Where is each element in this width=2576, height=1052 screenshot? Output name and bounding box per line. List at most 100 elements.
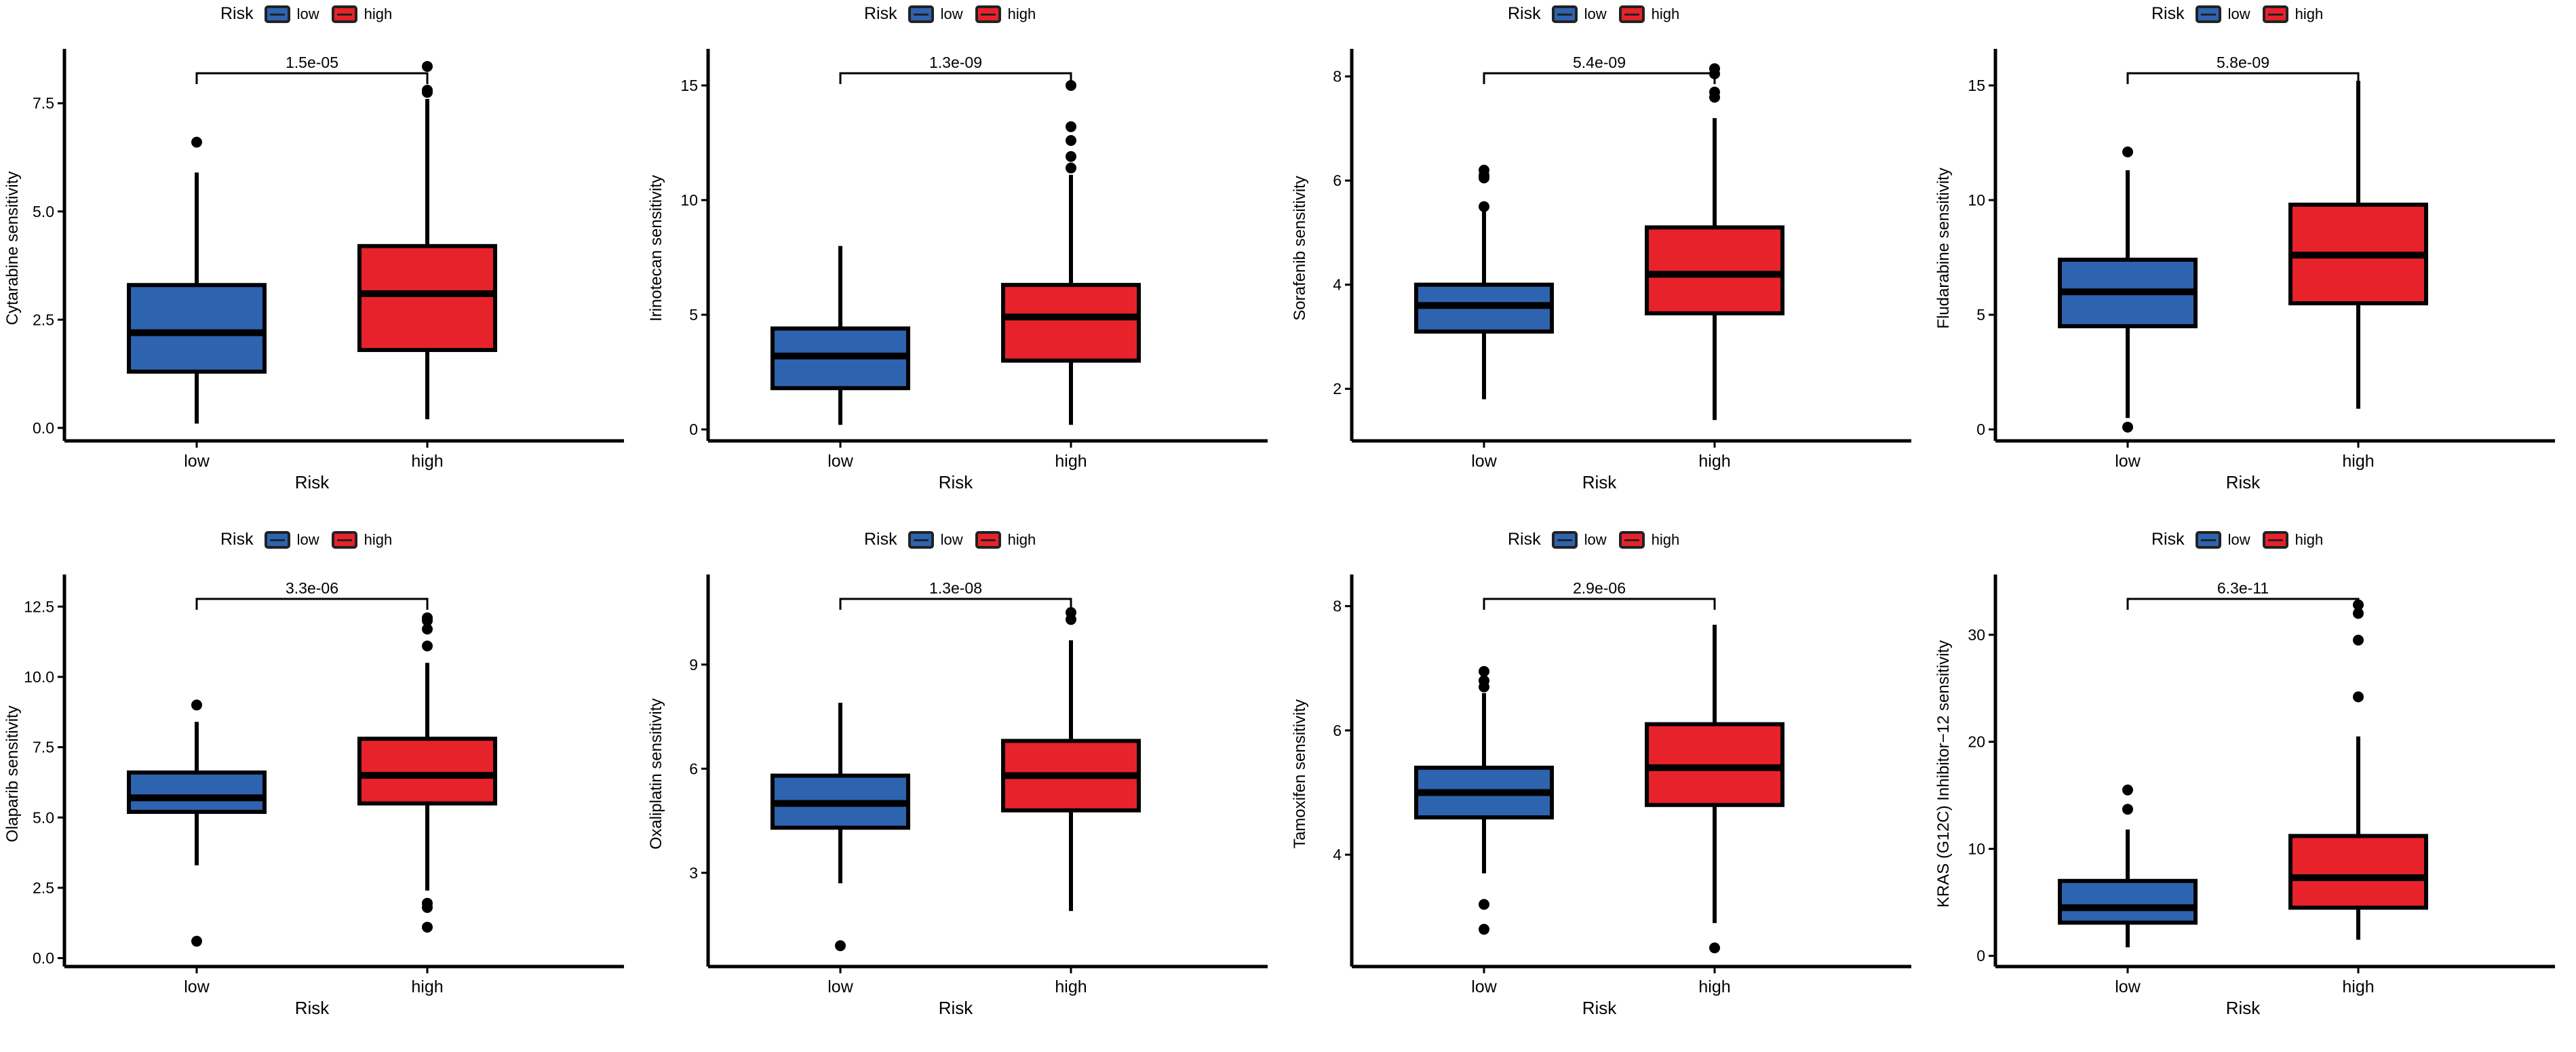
x-tick-label: low	[184, 452, 210, 471]
plot-area: 0 10 20 30 KRAS (G12C) Inhibitor−12 sensitiv…	[1934, 574, 2555, 1018]
outlier-point	[1066, 121, 1076, 132]
plot-area: 0 5 10 15 Fludarabine sensitivity low high Risk…	[1934, 49, 2555, 492]
outlier-point	[1479, 924, 1489, 935]
y-axis-label: Sorafenib sensitivity	[1291, 176, 1309, 320]
legend: Risk low high	[1508, 4, 1689, 24]
x-axis-label: Risk	[939, 472, 974, 492]
x-axis-label: Risk	[295, 472, 330, 492]
outlier-point	[1066, 162, 1076, 174]
legend-label-high: high	[2295, 530, 2324, 548]
x-tick-label: high	[411, 452, 443, 471]
box-low	[127, 283, 267, 374]
x-axis-label: Risk	[295, 998, 330, 1018]
legend-label-high: high	[2295, 5, 2324, 22]
y-tick-label: 5	[1976, 306, 1985, 324]
outlier-point	[835, 940, 846, 952]
y-tick-label: 12.5	[24, 598, 54, 615]
y-tick-label: 2.5	[33, 311, 54, 328]
legend-label-low: low	[1584, 5, 1607, 22]
outlier-point	[422, 60, 433, 72]
plot-area: 0 5 10 15 Irinotecan sensitivity low high Risk 1…	[647, 49, 1268, 492]
x-axis-label: Risk	[2226, 998, 2261, 1018]
x-axis-label: Risk	[2226, 472, 2261, 492]
y-axis-label: Irinotecan sensitivity	[647, 175, 665, 322]
x-tick-label: high	[1698, 452, 1730, 471]
p-value-label: 1.3e-08	[929, 579, 982, 597]
legend-key-high	[331, 5, 357, 23]
outlier-point	[422, 85, 433, 96]
outlier-point	[1066, 607, 1076, 619]
x-tick-label: low	[1471, 452, 1497, 471]
y-tick-label: 7.5	[33, 94, 54, 112]
y-tick-label: 0	[1976, 947, 1985, 965]
y-tick-label: 15	[680, 77, 698, 94]
box-low	[127, 770, 267, 814]
outlier-point	[2353, 608, 2364, 619]
outlier-point	[1709, 86, 1720, 98]
plot-area: 0.0 2.5 5.0 7.5 10.0 12.5 Olaparib sensitivity…	[3, 574, 624, 1018]
x-tick-label: low	[827, 452, 853, 471]
y-tick-label: 10.0	[24, 668, 54, 686]
legend-key-low	[264, 530, 290, 549]
significance-bracket	[2126, 72, 2360, 84]
x-tick-label: low	[827, 977, 853, 996]
box-high	[357, 737, 497, 806]
legend-title: Risk	[220, 4, 254, 23]
boxplot-panel: Risk low high 0.0 2.5 5.0 7.5 Cytarabine sensit…	[0, 0, 644, 526]
y-tick-label: 7.5	[33, 739, 54, 756]
p-value-label: 5.4e-09	[1573, 54, 1626, 71]
significance-bracket	[839, 72, 1072, 84]
outlier-point	[191, 699, 202, 711]
legend-key-high	[2262, 530, 2288, 549]
outlier-point	[2122, 421, 2133, 433]
y-tick-label: 8	[1333, 68, 1342, 85]
p-value-label: 3.3e-06	[286, 579, 338, 597]
box-high	[357, 243, 497, 352]
outlier-point	[1479, 675, 1489, 686]
box-high	[1645, 225, 1784, 315]
plot-area: 4 6 8 Tamoxifen sensitivity low high Risk 2.9e-…	[1291, 574, 1911, 1018]
box-high	[1001, 283, 1141, 363]
y-axis-label: Fludarabine sensitivity	[1934, 168, 1953, 328]
significance-bracket	[2126, 598, 2360, 610]
y-tick-label: 5.0	[33, 809, 54, 826]
legend-label-low: low	[940, 5, 963, 22]
boxplot-panel: Risk low high 0 5 10 15 Irinotecan sensitivity l…	[644, 0, 1287, 526]
legend-title: Risk	[1508, 4, 1541, 23]
outlier-point	[1479, 201, 1489, 212]
legend-key-high	[331, 530, 357, 549]
y-tick-label: 2	[1333, 380, 1342, 397]
x-tick-label: high	[2342, 452, 2374, 471]
legend-key-low	[908, 5, 934, 23]
boxplot-panel: Risk low high 0 5 10 15 Fludarabine sensitivity…	[1931, 0, 2575, 526]
legend-key-low	[264, 5, 290, 23]
legend-title: Risk	[864, 530, 897, 549]
y-axis-label: Cytarabine sensitivity	[3, 172, 22, 326]
legend-label-low: low	[2227, 5, 2250, 22]
boxplot-panel: Risk low high 0 10 20 30 KRAS (G12C) Inhibitor−…	[1931, 526, 2575, 1051]
y-tick-label: 2.5	[33, 879, 54, 897]
y-axis-label: Olaparib sensitivity	[3, 705, 22, 842]
x-tick-label: high	[2342, 977, 2374, 996]
y-tick-label: 15	[1968, 77, 1985, 94]
legend: Risk low high	[220, 530, 402, 549]
p-value-label: 1.5e-05	[286, 54, 338, 71]
legend: Risk low high	[2151, 4, 2333, 24]
y-tick-label: 3	[689, 864, 698, 882]
outlier-point	[422, 623, 433, 635]
y-tick-label: 6	[689, 760, 698, 777]
y-tick-label: 30	[1968, 626, 1985, 644]
outlier-point	[2122, 784, 2133, 796]
x-tick-label: high	[1698, 977, 1730, 996]
outlier-point	[422, 612, 433, 623]
y-tick-label: 8	[1333, 598, 1342, 615]
legend-title: Risk	[1508, 530, 1541, 549]
boxplot-panel: Risk low high 3 6 9 Oxaliplatin sensitivity low…	[644, 526, 1287, 1051]
x-axis-label: Risk	[1582, 998, 1618, 1018]
legend-label-high: high	[1007, 530, 1036, 548]
significance-bracket	[195, 598, 429, 610]
legend-key-low	[1551, 530, 1578, 549]
outlier-point	[1479, 665, 1489, 677]
outlier-point	[1479, 899, 1489, 910]
legend-key-low	[1551, 5, 1578, 23]
